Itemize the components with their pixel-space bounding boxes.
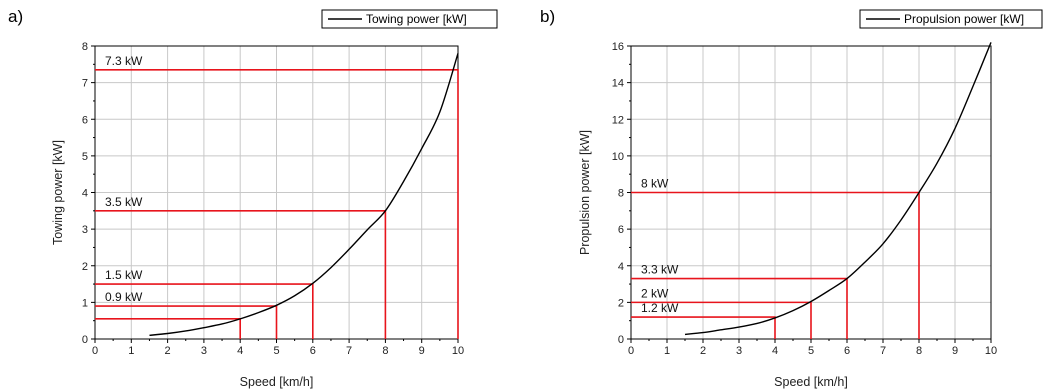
chart-a-x-tick-label: 1 — [128, 345, 134, 357]
chart-b-marker-line — [631, 301, 812, 339]
chart-a-x-axis-title: Speed [km/h] — [240, 375, 314, 389]
chart-a-y-tick-label: 4 — [82, 188, 88, 200]
chart-a-y-axis-title: Towing power [kW] — [51, 140, 65, 245]
chart-a-panel-label: a) — [8, 7, 23, 26]
chart-a-series-line — [149, 53, 459, 337]
chart-a-x-tick-label: 3 — [201, 345, 207, 357]
chart-b-y-tick-label: 16 — [612, 41, 624, 53]
chart-b-x-axis-title: Speed [km/h] — [774, 375, 848, 389]
chart-a-x-tick-label: 0 — [92, 345, 98, 357]
chart-a-y-tick-label: 7 — [82, 78, 88, 90]
chart-b-y-tick-label: 2 — [618, 297, 624, 309]
chart-a-x-tick-label: 10 — [452, 345, 464, 357]
chart-b-x-tick-label: 2 — [700, 345, 706, 357]
chart-a-y-tick-label: 6 — [82, 114, 88, 126]
chart-b-x-tick-label: 5 — [808, 345, 814, 357]
chart-a-x-tick-label: 5 — [273, 345, 279, 357]
chart-b-x-tick-label: 4 — [772, 345, 778, 357]
chart-a-marker-label: 0.9 kW — [105, 290, 143, 304]
chart-b-x-tick-label: 1 — [664, 345, 670, 357]
chart-b-y-tick-label: 0 — [618, 334, 624, 346]
chart-b-marker-line — [631, 316, 776, 339]
chart-a-marker-line — [95, 305, 278, 339]
chart-b-x-tick-label: 7 — [880, 345, 886, 357]
chart-b-y-tick-label: 14 — [612, 78, 624, 90]
chart-a-legend-label: Towing power [kW] — [366, 12, 467, 26]
chart-a-x-tick-label: 4 — [237, 345, 243, 357]
chart-b-x-tick-label: 8 — [916, 345, 922, 357]
chart-b-panel-label: b) — [540, 7, 555, 26]
chart-b-legend-label: Propulsion power [kW] — [904, 12, 1024, 26]
chart-a-x-tick-label: 8 — [382, 345, 388, 357]
chart-a-x-tick-label: 7 — [346, 345, 352, 357]
chart-b-y-axis-title: Propulsion power [kW] — [578, 130, 592, 255]
chart-a-marker-label: 3.5 kW — [105, 195, 143, 209]
chart-b-x-tick-label: 0 — [628, 345, 634, 357]
chart-a-x-tick-label: 6 — [310, 345, 316, 357]
chart-a-y-tick-label: 5 — [82, 151, 88, 163]
chart-b-y-tick-label: 6 — [618, 224, 624, 236]
chart-a-y-tick-label: 1 — [82, 297, 88, 309]
chart-b-legend-box — [859, 9, 1043, 29]
chart-b-marker-label: 8 kW — [641, 177, 669, 191]
chart-a-marker-line — [95, 69, 459, 339]
chart-b-marker-label: 1.2 kW — [641, 301, 679, 315]
chart-b-y-tick-label: 4 — [618, 261, 624, 273]
chart-a-y-tick-label: 3 — [82, 224, 88, 236]
chart-a-panel: 0 1 2 3 4 5 6 7 8 9 10 0 1 2 3 4 5 6 7 8 Speed [km/h] Towing … — [8, 7, 498, 389]
chart-a-y-tick-label: 0 — [82, 334, 88, 346]
chart-b-x-tick-label: 6 — [844, 345, 850, 357]
chart-b-y-tick-label: 10 — [612, 151, 624, 163]
chart-b-x-tick-label: 9 — [952, 345, 958, 357]
chart-a-y-tick-label: 2 — [82, 261, 88, 273]
chart-b-marker-label: 3.3 kW — [641, 263, 679, 277]
chart-b-x-tick-label: 10 — [985, 345, 997, 357]
chart-b-y-tick-label: 12 — [612, 114, 624, 126]
chart-a-legend-box — [321, 9, 498, 29]
chart-b-x-tick-label: 3 — [736, 345, 742, 357]
chart-a-x-tick-label: 9 — [419, 345, 425, 357]
chart-b-series-line — [684, 42, 992, 336]
chart-a-y-tick-label: 8 — [82, 41, 88, 53]
chart-a-marker-label: 7.3 kW — [105, 54, 143, 68]
chart-a-x-tick-label: 2 — [165, 345, 171, 357]
chart-b-marker-label: 2 kW — [641, 286, 669, 300]
chart-b-y-tick-label: 8 — [618, 188, 624, 200]
chart-a-marker-label: 1.5 kW — [105, 268, 143, 282]
